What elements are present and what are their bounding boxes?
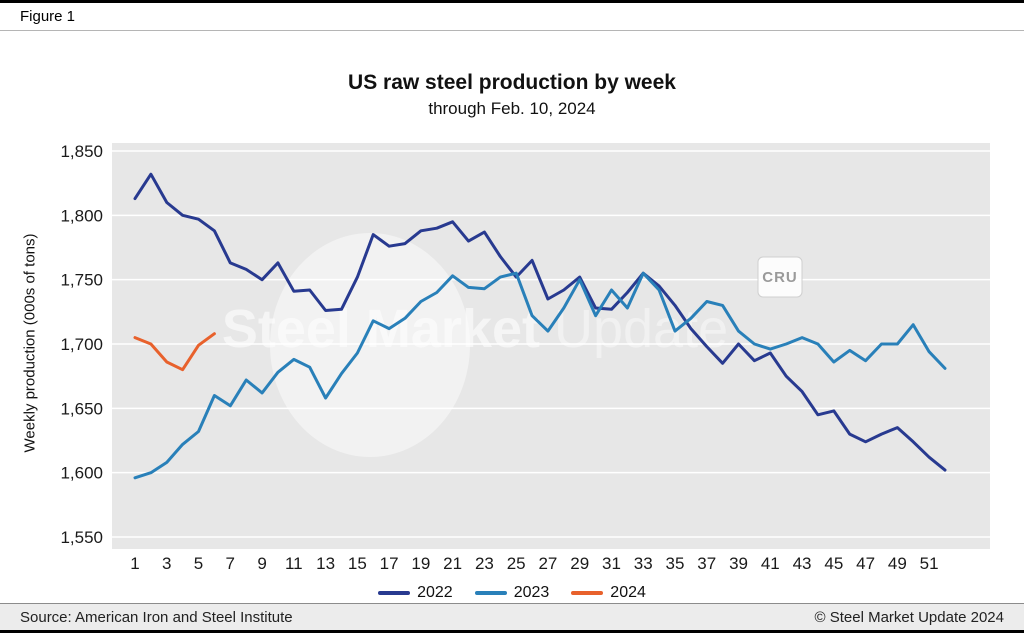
plot-panel <box>112 143 990 549</box>
y-tick-label: 1,600 <box>60 464 103 483</box>
cru-logo-text: CRU <box>762 269 798 286</box>
x-tick-label: 13 <box>316 554 335 573</box>
legend-swatch-2022 <box>378 591 411 595</box>
figure-label: Figure 1 <box>20 8 76 25</box>
x-tick-label: 23 <box>475 554 494 573</box>
x-tick-label: 47 <box>856 554 875 573</box>
x-tick-label: 25 <box>507 554 526 573</box>
legend-item-2022: 2022 <box>378 584 453 602</box>
y-tick-label: 1,700 <box>60 335 103 354</box>
x-tick-label: 37 <box>697 554 716 573</box>
chart-title: US raw steel production by week <box>348 71 676 94</box>
chart-subtitle: through Feb. 10, 2024 <box>428 99 596 118</box>
y-tick-label: 1,650 <box>60 399 103 418</box>
x-tick-label: 17 <box>380 554 399 573</box>
legend-label-2024: 2024 <box>610 584 646 601</box>
legend-swatch-2024 <box>571 591 604 595</box>
x-tick-label: 9 <box>257 554 266 573</box>
x-tick-label: 35 <box>666 554 685 573</box>
x-tick-label: 11 <box>285 554 303 573</box>
legend-label-2022: 2022 <box>417 584 453 601</box>
x-tick-label: 5 <box>194 554 203 573</box>
y-tick-label: 1,800 <box>60 206 103 225</box>
chart-svg: 1,550 1,600 1,650 1,700 1,750 1,800 1,850 Steel… <box>60 142 990 573</box>
chart-line-2024 <box>133 332 216 372</box>
x-tick-label: 15 <box>348 554 367 573</box>
x-tick-label: 43 <box>793 554 812 573</box>
x-tick-label: 29 <box>570 554 589 573</box>
x-tick-label: 31 <box>602 554 621 573</box>
source-text: Source: American Iron and Steel Institut… <box>20 608 293 626</box>
chart-line-2023 <box>133 271 947 480</box>
x-tick-label: 45 <box>824 554 843 573</box>
legend-label-2023: 2023 <box>513 584 550 601</box>
x-tick-label: 41 <box>761 554 780 573</box>
y-tick-label: 1,850 <box>60 142 103 161</box>
x-tick-label: 51 <box>920 554 939 573</box>
chart-line-2022 <box>133 172 947 472</box>
cru-logo-box <box>757 256 803 298</box>
legend: 2022 2023 2024 <box>0 584 1024 602</box>
x-tick-label: 33 <box>634 554 653 573</box>
x-tick-label: 49 <box>888 554 907 573</box>
y-tick-label: 1,550 <box>60 528 103 547</box>
x-tick-label: 19 <box>411 554 430 573</box>
y-tick-label: 1,750 <box>60 271 103 290</box>
legend-item-2023: 2023 <box>474 584 550 602</box>
figure-header: Figure 1 <box>0 3 1024 31</box>
x-tick-label: 7 <box>226 554 235 573</box>
figure-footer: Source: American Iron and Steel Institut… <box>0 603 1024 630</box>
copyright-text: © Steel Market Update 2024 <box>814 608 1005 626</box>
watermark-steel-market: Steel Market <box>222 299 540 359</box>
x-tick-label: 27 <box>538 554 557 573</box>
x-tick-label: 3 <box>162 554 171 573</box>
x-tick-label: 21 <box>443 554 462 573</box>
x-tick-label: 39 <box>729 554 748 573</box>
legend-swatch-2023 <box>474 591 507 595</box>
watermark-ellipse <box>270 233 470 457</box>
x-tick-label: 1 <box>130 554 139 573</box>
legend-item-2024: 2024 <box>571 584 646 602</box>
